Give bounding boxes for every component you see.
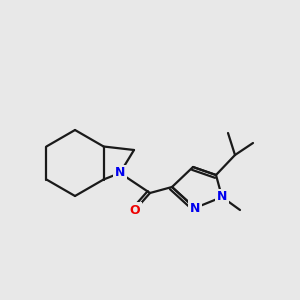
Text: N: N [217, 190, 227, 203]
Text: N: N [115, 167, 125, 179]
Text: O: O [130, 203, 140, 217]
Text: N: N [190, 202, 200, 214]
